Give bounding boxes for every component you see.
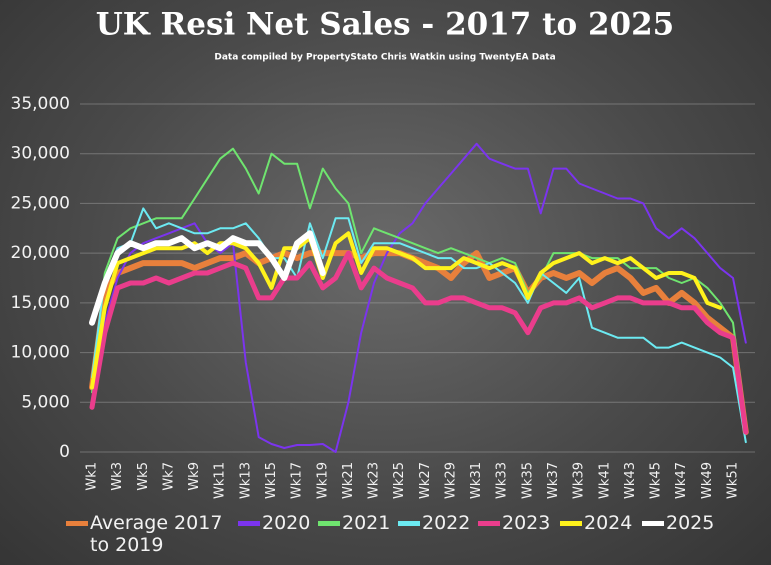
y-tick-label: 15,000 [11, 293, 70, 313]
legend-swatch [238, 521, 260, 526]
x-tick-label: Wk21 [341, 462, 356, 499]
legend-swatch [66, 521, 88, 526]
legend-item: 2025 [642, 512, 722, 534]
legend-item: 2024 [560, 512, 640, 534]
x-tick-label: Wk1 [85, 462, 100, 491]
x-tick-label: Wk49 [700, 462, 715, 499]
y-tick-label: 5,000 [21, 392, 70, 412]
x-tick-label: Wk33 [495, 462, 510, 499]
x-tick-label: Wk35 [520, 462, 535, 499]
y-tick-label: 0 [59, 442, 70, 462]
chart-title: UK Resi Net Sales - 2017 to 2025 [96, 7, 674, 43]
x-tick-label: Wk47 [674, 462, 689, 499]
x-tick-label: Wk41 [597, 462, 612, 499]
legend-swatch [560, 521, 582, 526]
x-tick-label: Wk51 [726, 462, 741, 499]
x-tick-label: Wk17 [290, 462, 305, 499]
x-tick-label: Wk27 [418, 462, 433, 499]
y-tick-label: 30,000 [11, 144, 70, 164]
x-tick-label: Wk5 [136, 462, 151, 491]
series-line [89, 250, 749, 436]
x-tick-label: Wk25 [392, 462, 407, 499]
y-tick-label: 35,000 [11, 94, 70, 114]
series-line [91, 207, 747, 444]
legend-label: 2024 [584, 512, 633, 534]
series-line [91, 147, 747, 424]
legend-label: 2020 [262, 512, 311, 534]
legend-item: 2021 [318, 512, 398, 534]
x-tick-label: Wk9 [187, 462, 202, 491]
y-tick-label: 25,000 [11, 193, 70, 213]
legend-swatch [398, 521, 420, 526]
x-tick-label: Wk29 [443, 462, 458, 499]
x-tick-label: Wk3 [110, 462, 125, 491]
x-tick-label: Wk7 [161, 462, 176, 491]
legend-label: 2022 [422, 512, 471, 534]
x-tick-label: Wk15 [264, 462, 279, 499]
legend-item: 2020 [238, 512, 318, 534]
legend-item: 2023 [478, 512, 558, 534]
legend-swatch [478, 521, 500, 526]
legend-label: Average 2017 to 2019 [90, 512, 223, 556]
series-line [90, 231, 723, 390]
x-tick-label: Wk19 [315, 462, 330, 499]
x-tick-label: Wk39 [572, 462, 587, 499]
x-tick-label: Wk37 [546, 462, 561, 499]
legend-item: 2022 [398, 512, 478, 534]
legend-item: Average 2017 to 2019 [66, 512, 226, 556]
y-tick-label: 20,000 [11, 243, 70, 263]
legend-label: 2021 [342, 512, 391, 534]
chart-subtitle: Data compiled by PropertyStato Chris Wat… [214, 53, 555, 63]
x-tick-label: Wk31 [469, 462, 484, 499]
legend-swatch [642, 521, 664, 526]
y-tick-label: 10,000 [11, 343, 70, 363]
legend-label: 2025 [666, 512, 715, 534]
x-tick-label: Wk13 [238, 462, 253, 499]
x-tick-label: Wk23 [367, 462, 382, 499]
x-tick-label: Wk45 [649, 462, 664, 499]
x-tick-label: Wk43 [623, 462, 638, 499]
series-line [89, 250, 749, 435]
x-tick-label: Wk11 [213, 462, 228, 499]
legend-label: 2023 [502, 512, 551, 534]
series-line [89, 230, 326, 326]
legend-swatch [318, 521, 340, 526]
